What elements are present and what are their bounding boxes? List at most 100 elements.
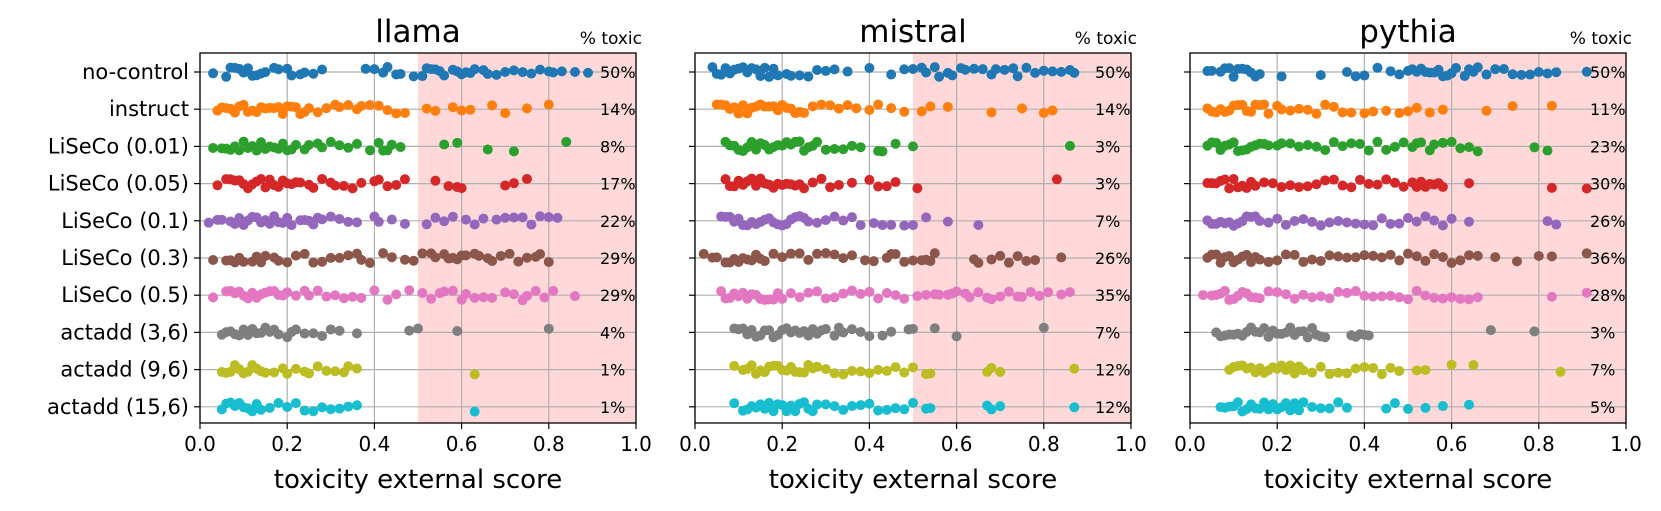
pct-toxic-label: 26% [1590,212,1626,231]
data-point [842,66,853,77]
data-point [873,293,884,304]
data-point [360,63,371,74]
x-axis-label: toxicity external score [274,465,562,495]
data-point [1398,181,1409,192]
data-point [877,330,888,341]
data-point [356,254,367,265]
data-point [1272,255,1283,266]
data-point [334,325,345,336]
data-point [1211,137,1222,148]
data-point [535,64,546,75]
data-point [543,256,554,267]
data-point [1376,213,1387,224]
data-point [873,405,884,416]
data-point [886,326,897,337]
data-point [430,252,441,263]
pct-toxic-label: 35% [1095,286,1131,305]
chart-panel-pythia: pythia % toxic 50% 11% 23% 30% 26% 36% 28% 3% 7% 5%… [1174,14,1642,495]
data-point [282,368,293,379]
data-point [1276,182,1287,193]
data-point [855,326,866,337]
data-point [1320,99,1331,110]
data-point [912,291,923,302]
data-point [711,252,722,263]
data-point [1372,62,1383,73]
data-point [964,292,975,303]
data-point [929,62,940,73]
data-point [1333,397,1344,408]
x-tick-label: 1.0 [1115,432,1147,456]
data-point [846,324,857,335]
data-point [812,399,823,410]
data-point [399,107,410,118]
data-point [1232,397,1243,408]
data-point [1259,177,1270,188]
data-point [452,137,463,148]
data-point [890,362,901,373]
data-point [439,139,450,150]
data-point [495,250,506,261]
data-point [755,70,766,81]
chart-panel-llama: llama % toxic 50% 14% 8% 17% 22% 29% 29% 4% 1% 1% no… [47,14,652,495]
pct-toxic-label: 12% [1095,398,1131,417]
data-point [820,324,831,335]
data-point [1546,291,1557,302]
data-point [308,257,319,268]
data-point [1263,286,1274,297]
data-point [934,289,945,300]
data-point [886,219,897,230]
data-point [881,181,892,192]
data-point [1472,62,1483,73]
data-point [456,105,467,116]
data-point [1069,67,1080,78]
data-point [308,328,319,339]
data-point [1241,249,1252,260]
data-point [1289,216,1300,227]
data-point [447,285,458,296]
data-point [312,361,323,372]
data-point [825,182,836,193]
data-point [1333,367,1344,378]
data-point [478,213,489,224]
y-tick-label: actadd (9,6) [60,358,189,382]
data-point [421,219,432,230]
data-point [1038,107,1049,118]
data-point [1056,252,1067,263]
data-point [321,365,332,376]
data-point [759,256,770,267]
data-point [1298,256,1309,267]
data-point [1411,102,1422,113]
data-point [886,103,897,114]
data-point [1324,369,1335,380]
data-point [1315,255,1326,266]
data-point [1311,179,1322,190]
data-point [1280,249,1291,260]
data-point [1280,289,1291,300]
data-point [351,217,362,228]
data-point [803,71,814,82]
x-tick-label: 0.2 [766,432,798,456]
data-point [1307,401,1318,412]
data-point [1455,293,1466,304]
data-point [877,146,888,157]
data-point [569,291,580,302]
data-point [812,65,823,76]
data-point [1302,332,1313,343]
chart-panel-mistral: mistral % toxic 50% 14% 3% 3% 7% 26% 35% 7% 12% 12%… [679,14,1147,495]
data-point [487,100,498,111]
data-point [469,369,480,380]
data-point [1437,181,1448,192]
data-point [1211,249,1222,260]
y-tick-label: instruct [109,97,189,121]
data-point [1276,138,1287,149]
data-point [535,211,546,222]
data-point [238,256,249,267]
data-point [1346,182,1357,193]
data-point [526,219,537,230]
data-point [921,212,932,223]
data-point [290,363,301,374]
data-point [1464,399,1475,410]
data-point [212,180,223,191]
data-point [1394,365,1405,376]
data-point [1429,249,1440,260]
